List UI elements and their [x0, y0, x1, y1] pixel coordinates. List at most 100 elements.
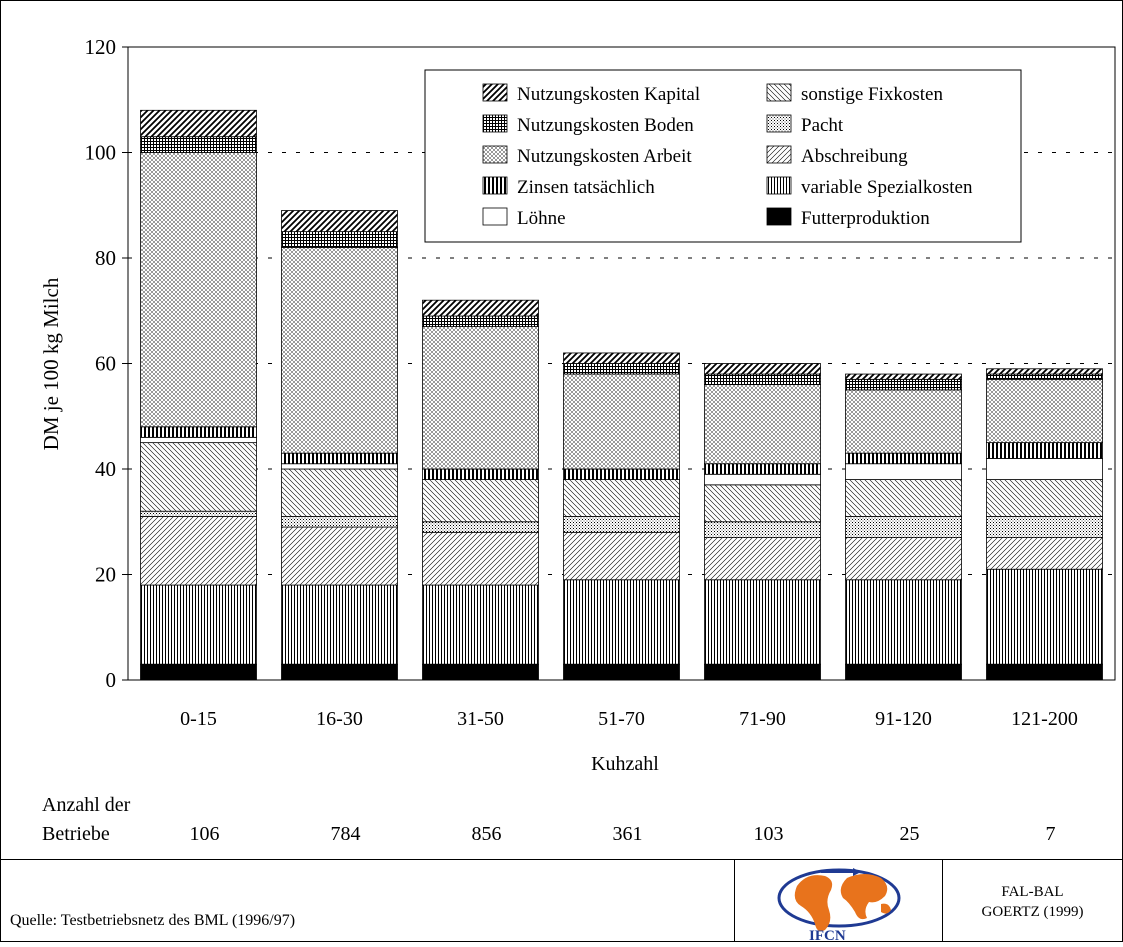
legend-swatch-futterproduktion	[766, 207, 792, 226]
ifcn-logo-text: IFCN	[809, 928, 846, 942]
footer-vline-right	[942, 859, 943, 942]
bar-segment-nutzungskosten-boden	[422, 315, 539, 327]
footer-vline-left	[734, 859, 735, 942]
bar-segment-variable-spezialkosten	[140, 584, 257, 665]
legend-swatch-zinsen-tatsaechlich	[482, 176, 508, 195]
betriebe-counts: 106 784 856 361 103 25 7	[190, 823, 1056, 845]
y-tick-label: 60	[95, 352, 116, 376]
bar-segment-loehne	[845, 463, 962, 480]
bar-segment-nutzungskosten-kapital	[422, 299, 539, 317]
bar-segment-abschreibung	[845, 537, 962, 581]
legend-box	[424, 69, 1022, 243]
legend-label: Futterproduktion	[801, 208, 930, 229]
y-tick-label: 100	[85, 141, 117, 165]
bar-segment-zinsen-tatsaechlich	[986, 442, 1103, 459]
legend-swatch-loehne	[482, 207, 508, 226]
bar-segment-loehne	[140, 436, 257, 444]
bar-segment-nutzungskosten-boden	[140, 136, 257, 153]
bar-segment-zinsen-tatsaechlich	[704, 463, 821, 475]
bar-segment-variable-spezialkosten	[845, 579, 962, 665]
y-tick-label: 80	[95, 246, 116, 270]
betriebe-count: 103	[754, 823, 784, 845]
legend-label: Nutzungskosten Boden	[517, 115, 694, 136]
bar-segment-pacht	[704, 521, 821, 538]
legend-swatch-nutzungskosten-arbeit	[482, 145, 508, 164]
bar-segment-sonstige-fixkosten	[422, 479, 539, 523]
bar-segment-futterproduktion	[281, 663, 398, 681]
credit-line1: FAL-BAL	[1001, 884, 1064, 900]
y-tick-label: 0	[106, 668, 117, 692]
bar-segment-abschreibung	[986, 537, 1103, 570]
y-tick-label: 120	[85, 35, 117, 59]
bar-segment-sonstige-fixkosten	[281, 468, 398, 517]
legend-label: Nutzungskosten Arbeit	[517, 146, 692, 167]
y-axis-label: DM je 100 kg Milch	[39, 277, 63, 450]
betriebe-label-line2: Betriebe	[42, 823, 110, 845]
legend-swatch-sonstige-fixkosten	[766, 83, 792, 102]
legend-label: variable Spezialkosten	[801, 177, 973, 198]
bar-segment-variable-spezialkosten	[563, 579, 680, 665]
bar-segment-nutzungskosten-kapital	[281, 210, 398, 233]
credit-line2: GOERTZ (1999)	[981, 904, 1084, 920]
legend-swatch-pacht	[766, 114, 792, 133]
bar-segment-pacht	[563, 516, 680, 533]
bar-segment-pacht	[140, 510, 257, 517]
bar-segment-nutzungskosten-arbeit	[140, 152, 257, 428]
footer-divider	[0, 859, 1123, 860]
bar-segment-nutzungskosten-kapital	[704, 363, 821, 375]
legend-label: Pacht	[801, 115, 844, 136]
bar-segment-abschreibung	[563, 531, 680, 581]
bar-segment-variable-spezialkosten	[704, 579, 821, 665]
bar-segment-nutzungskosten-boden	[281, 231, 398, 248]
betriebe-count: 106	[190, 823, 220, 845]
bar-segment-futterproduktion	[704, 663, 821, 681]
bar-segment-nutzungskosten-boden	[704, 373, 821, 385]
betriebe-count: 856	[472, 823, 502, 845]
axes: 0-15 16-30 31-50 51-70 71-90 91-120 121-200 0 20…	[85, 35, 1116, 730]
bar-segment-nutzungskosten-kapital	[986, 368, 1103, 375]
betriebe-count: 25	[900, 823, 920, 845]
betriebe-count: 784	[331, 823, 361, 845]
x-axis-label: Kuhzahl	[591, 753, 659, 775]
bar-segment-futterproduktion	[422, 663, 539, 681]
bar-segment-loehne	[704, 473, 821, 486]
legend-label: Abschreibung	[801, 146, 908, 167]
bar-segment-abschreibung	[140, 516, 257, 586]
x-tick-label: 91-120	[875, 708, 932, 730]
x-tick-label: 16-30	[316, 708, 363, 730]
bar-segment-zinsen-tatsaechlich	[281, 452, 398, 465]
source-note: Quelle: Testbetriebsnetz des BML (1996/9…	[10, 912, 296, 929]
bar-segment-nutzungskosten-boden	[986, 373, 1103, 380]
bar-segment-nutzungskosten-kapital	[845, 373, 962, 380]
legend-label: Zinsen tatsächlich	[517, 177, 655, 198]
bar-segment-pacht	[422, 521, 539, 533]
x-tick-label: 121-200	[1011, 708, 1078, 730]
bar-segment-futterproduktion	[563, 663, 680, 681]
bar-segment-zinsen-tatsaechlich	[563, 468, 680, 480]
bar-segment-futterproduktion	[986, 663, 1103, 681]
globe-logo-icon: IFCN	[777, 868, 901, 944]
bar-segment-variable-spezialkosten	[986, 568, 1103, 665]
bar-segment-zinsen-tatsaechlich	[422, 468, 539, 480]
bar-segment-loehne	[281, 463, 398, 470]
legend-label: Löhne	[517, 208, 566, 229]
bar-segment-pacht	[281, 516, 398, 528]
bar-segment-nutzungskosten-kapital	[140, 109, 257, 138]
legend-label: Nutzungskosten Kapital	[517, 84, 700, 105]
legend-swatch-nutzungskosten-boden	[482, 114, 508, 133]
bar-segment-loehne	[986, 458, 1103, 480]
x-tick-label: 31-50	[457, 708, 504, 730]
bar-segment-variable-spezialkosten	[422, 584, 539, 665]
betriebe-label-line1: Anzahl der	[42, 794, 131, 816]
legend: Nutzungskosten Kapital sonstige Fixkosten…	[424, 69, 1022, 243]
bar-segment-nutzungskosten-arbeit	[845, 389, 962, 454]
legend-swatch-nutzungskosten-kapital	[482, 83, 508, 102]
x-tick-label: 0-15	[180, 708, 217, 730]
bar-segment-abschreibung	[281, 526, 398, 586]
ifcn-logo: IFCN	[735, 860, 942, 944]
bar-segment-sonstige-fixkosten	[704, 484, 821, 523]
betriebe-count: 361	[613, 823, 643, 845]
bar-segment-nutzungskosten-boden	[563, 363, 680, 375]
bar-segment-variable-spezialkosten	[281, 584, 398, 665]
